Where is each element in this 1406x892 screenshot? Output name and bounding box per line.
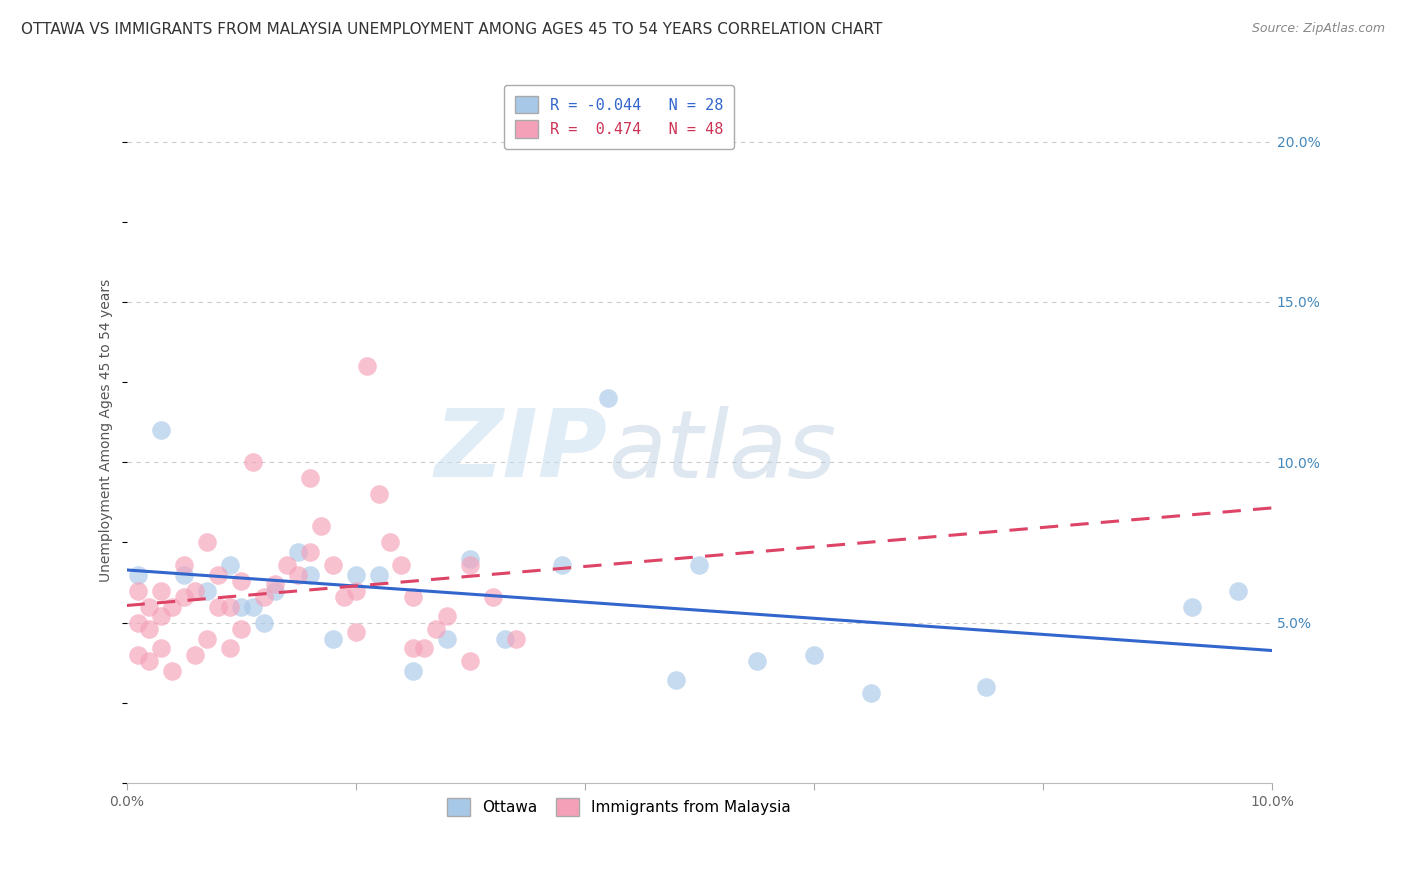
Point [367, 487, 389, 501]
Point [482, 590, 505, 604]
Point [207, 599, 229, 614]
Point [195, 632, 218, 646]
Point [173, 558, 195, 572]
Point [207, 567, 229, 582]
Point [551, 558, 574, 572]
Point [184, 583, 207, 598]
Point [253, 590, 276, 604]
Point [311, 519, 333, 533]
Point [1181, 599, 1204, 614]
Point [149, 641, 172, 656]
Point [264, 577, 287, 591]
Point [127, 567, 149, 582]
Point [149, 609, 172, 624]
Point [367, 567, 389, 582]
Point [173, 567, 195, 582]
Point [162, 664, 184, 678]
Point [402, 641, 425, 656]
Point [596, 391, 619, 405]
Point [458, 551, 481, 566]
Point [458, 558, 481, 572]
Point [665, 673, 688, 688]
Point [344, 625, 367, 640]
Point [322, 558, 344, 572]
Point [127, 583, 149, 598]
Point [974, 680, 997, 694]
Point [425, 622, 447, 636]
Text: atlas: atlas [607, 406, 837, 497]
Point [860, 686, 883, 700]
Point [436, 632, 458, 646]
Point [745, 654, 768, 668]
Point [287, 567, 309, 582]
Point [333, 590, 356, 604]
Point [402, 590, 425, 604]
Point [298, 567, 321, 582]
Point [287, 545, 309, 559]
Point [229, 622, 252, 636]
Point [298, 471, 321, 485]
Point [1226, 583, 1249, 598]
Point [276, 558, 298, 572]
Point [253, 615, 276, 630]
Point [413, 641, 436, 656]
Point [195, 535, 218, 549]
Point [344, 583, 367, 598]
Point [505, 632, 527, 646]
Point [195, 583, 218, 598]
Point [344, 567, 367, 582]
Point [138, 622, 160, 636]
Point [149, 583, 172, 598]
Point [356, 359, 378, 373]
Point [436, 609, 458, 624]
Point [391, 558, 413, 572]
Point [378, 535, 401, 549]
Point [229, 599, 252, 614]
Point [149, 423, 172, 437]
Point [138, 599, 160, 614]
Point [458, 654, 481, 668]
Point [218, 641, 240, 656]
Point [494, 632, 516, 646]
Point [803, 648, 825, 662]
Point [127, 615, 149, 630]
Point [218, 599, 240, 614]
Y-axis label: Unemployment Among Ages 45 to 54 years: Unemployment Among Ages 45 to 54 years [100, 278, 114, 582]
Point [138, 654, 160, 668]
Text: OTTAWA VS IMMIGRANTS FROM MALAYSIA UNEMPLOYMENT AMONG AGES 45 TO 54 YEARS CORREL: OTTAWA VS IMMIGRANTS FROM MALAYSIA UNEMP… [21, 22, 883, 37]
Point [218, 558, 240, 572]
Text: ZIP: ZIP [434, 405, 607, 498]
Point [242, 599, 264, 614]
Point [322, 632, 344, 646]
Point [127, 648, 149, 662]
Point [184, 648, 207, 662]
Text: Source: ZipAtlas.com: Source: ZipAtlas.com [1251, 22, 1385, 36]
Point [173, 590, 195, 604]
Legend: Ottawa, Immigrants from Malaysia: Ottawa, Immigrants from Malaysia [439, 789, 800, 825]
Point [162, 599, 184, 614]
Point [688, 558, 710, 572]
Point [229, 574, 252, 588]
Point [264, 583, 287, 598]
Point [402, 664, 425, 678]
Point [242, 455, 264, 469]
Point [298, 545, 321, 559]
